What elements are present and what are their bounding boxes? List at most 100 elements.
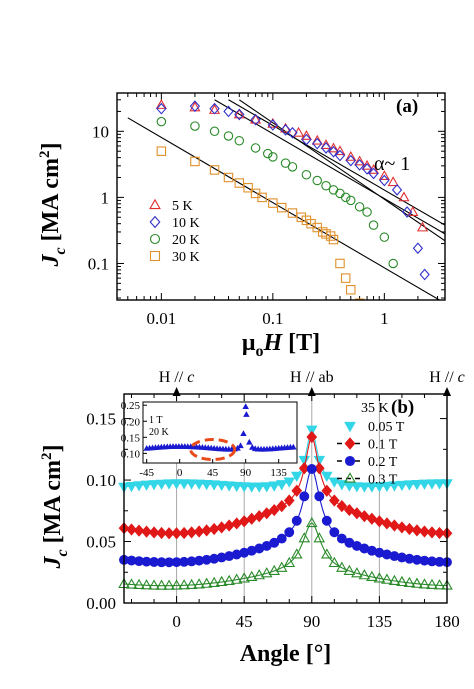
y-axis-label: Jc [MA cm2] [39, 445, 71, 570]
data-point [163, 579, 175, 590]
legend-label: 0.2 T [368, 455, 398, 470]
orientation-label-text: H // [159, 369, 187, 386]
orientation-label: H // ab [290, 369, 334, 386]
data-point [301, 133, 312, 146]
data-point [411, 524, 423, 537]
y-tick-label: 1 [101, 188, 110, 207]
data-point [276, 202, 287, 213]
data-point [171, 527, 182, 540]
data-point [275, 480, 288, 491]
data-point [321, 548, 333, 559]
data-point [125, 578, 138, 589]
data-point [373, 572, 386, 583]
data-point [208, 576, 220, 587]
data-point [346, 195, 356, 206]
y-axis-label: Jc [MA cm2] [37, 143, 69, 268]
data-point [336, 480, 348, 491]
x-label-mu: μ [242, 330, 256, 356]
data-point [215, 575, 228, 587]
x-tick-label: 1 [380, 309, 389, 328]
data-point [253, 510, 265, 523]
series-line [124, 522, 447, 587]
data-point [223, 519, 235, 532]
data-point [346, 285, 356, 295]
data-point [230, 481, 243, 493]
data-point [426, 526, 438, 539]
data-point [260, 482, 273, 493]
data-point [306, 425, 318, 436]
data-point [155, 99, 167, 109]
x-label-var: H [262, 330, 283, 356]
data-point [185, 578, 198, 590]
data-point [250, 113, 261, 126]
series-10-K [156, 100, 430, 281]
data-point [253, 482, 265, 493]
data-point [209, 165, 220, 175]
orientation-label: H // c [159, 369, 195, 386]
data-point [223, 481, 235, 492]
data-point [411, 577, 423, 588]
data-point [178, 579, 190, 590]
data-point [268, 481, 281, 492]
data-point [155, 479, 168, 490]
data-point [298, 462, 310, 475]
y-tick-label: 0.00 [86, 594, 116, 613]
data-point [296, 212, 307, 223]
orientation-arrow [172, 387, 181, 396]
data-point [189, 101, 201, 112]
data-point [404, 522, 415, 536]
data-point [328, 494, 340, 507]
inset-data-point [249, 443, 256, 450]
data-point [253, 569, 265, 580]
inset-data-point [242, 403, 249, 410]
data-point [163, 479, 175, 490]
data-point [426, 479, 438, 490]
fit-line [228, 99, 445, 226]
legend-marker [149, 233, 161, 245]
inset-x-tick-label: 90 [240, 467, 252, 479]
legend-label: 0.1 T [368, 438, 398, 453]
data-point [267, 119, 278, 131]
data-point [245, 482, 258, 493]
panel-label: (b) [391, 397, 414, 418]
data-point [312, 175, 322, 186]
data-point [351, 567, 363, 578]
inset-chart: -45 0 45 90 135 0.10 0.15 0.20 0.25 1 T20 K [121, 400, 298, 479]
legend-label: 20 K [172, 233, 200, 248]
data-point [335, 188, 345, 199]
data-point [156, 102, 167, 115]
y-label-var: J [38, 253, 64, 267]
data-point [231, 517, 243, 530]
orientation-label-text: H // ab [290, 369, 334, 386]
data-point [260, 567, 273, 578]
data-point [426, 578, 438, 590]
data-point [366, 482, 378, 493]
orientation-label: H // c [429, 369, 465, 386]
y-tick-label: 0.15 [86, 410, 116, 429]
inset-x-tick-label: -45 [139, 467, 154, 479]
data-point [233, 108, 245, 119]
data-point [163, 527, 175, 540]
plot-frame [116, 92, 446, 301]
inset-data-point [237, 442, 244, 449]
data-point [268, 564, 281, 575]
x-tick-label: 0.1 [262, 309, 283, 328]
data-point [312, 137, 323, 150]
data-point [125, 481, 138, 493]
data-point [391, 183, 403, 196]
data-point [170, 479, 183, 490]
data-point [148, 579, 160, 590]
data-point [140, 579, 153, 590]
data-point [328, 234, 339, 245]
data-point [345, 150, 357, 161]
panel-b-chart: 0 45 90 135 180 0.00 0.05 0.10 0.15 H // c H // ab… [39, 369, 465, 667]
inset-data-point [243, 411, 250, 417]
data-point [358, 569, 371, 580]
data-point [208, 522, 220, 536]
legend-label: 10 K [172, 216, 200, 231]
series-30-K [156, 146, 365, 300]
data-point [209, 102, 220, 115]
data-point [398, 191, 410, 202]
data-point [234, 108, 245, 121]
x-tick-label: 135 [367, 612, 393, 631]
